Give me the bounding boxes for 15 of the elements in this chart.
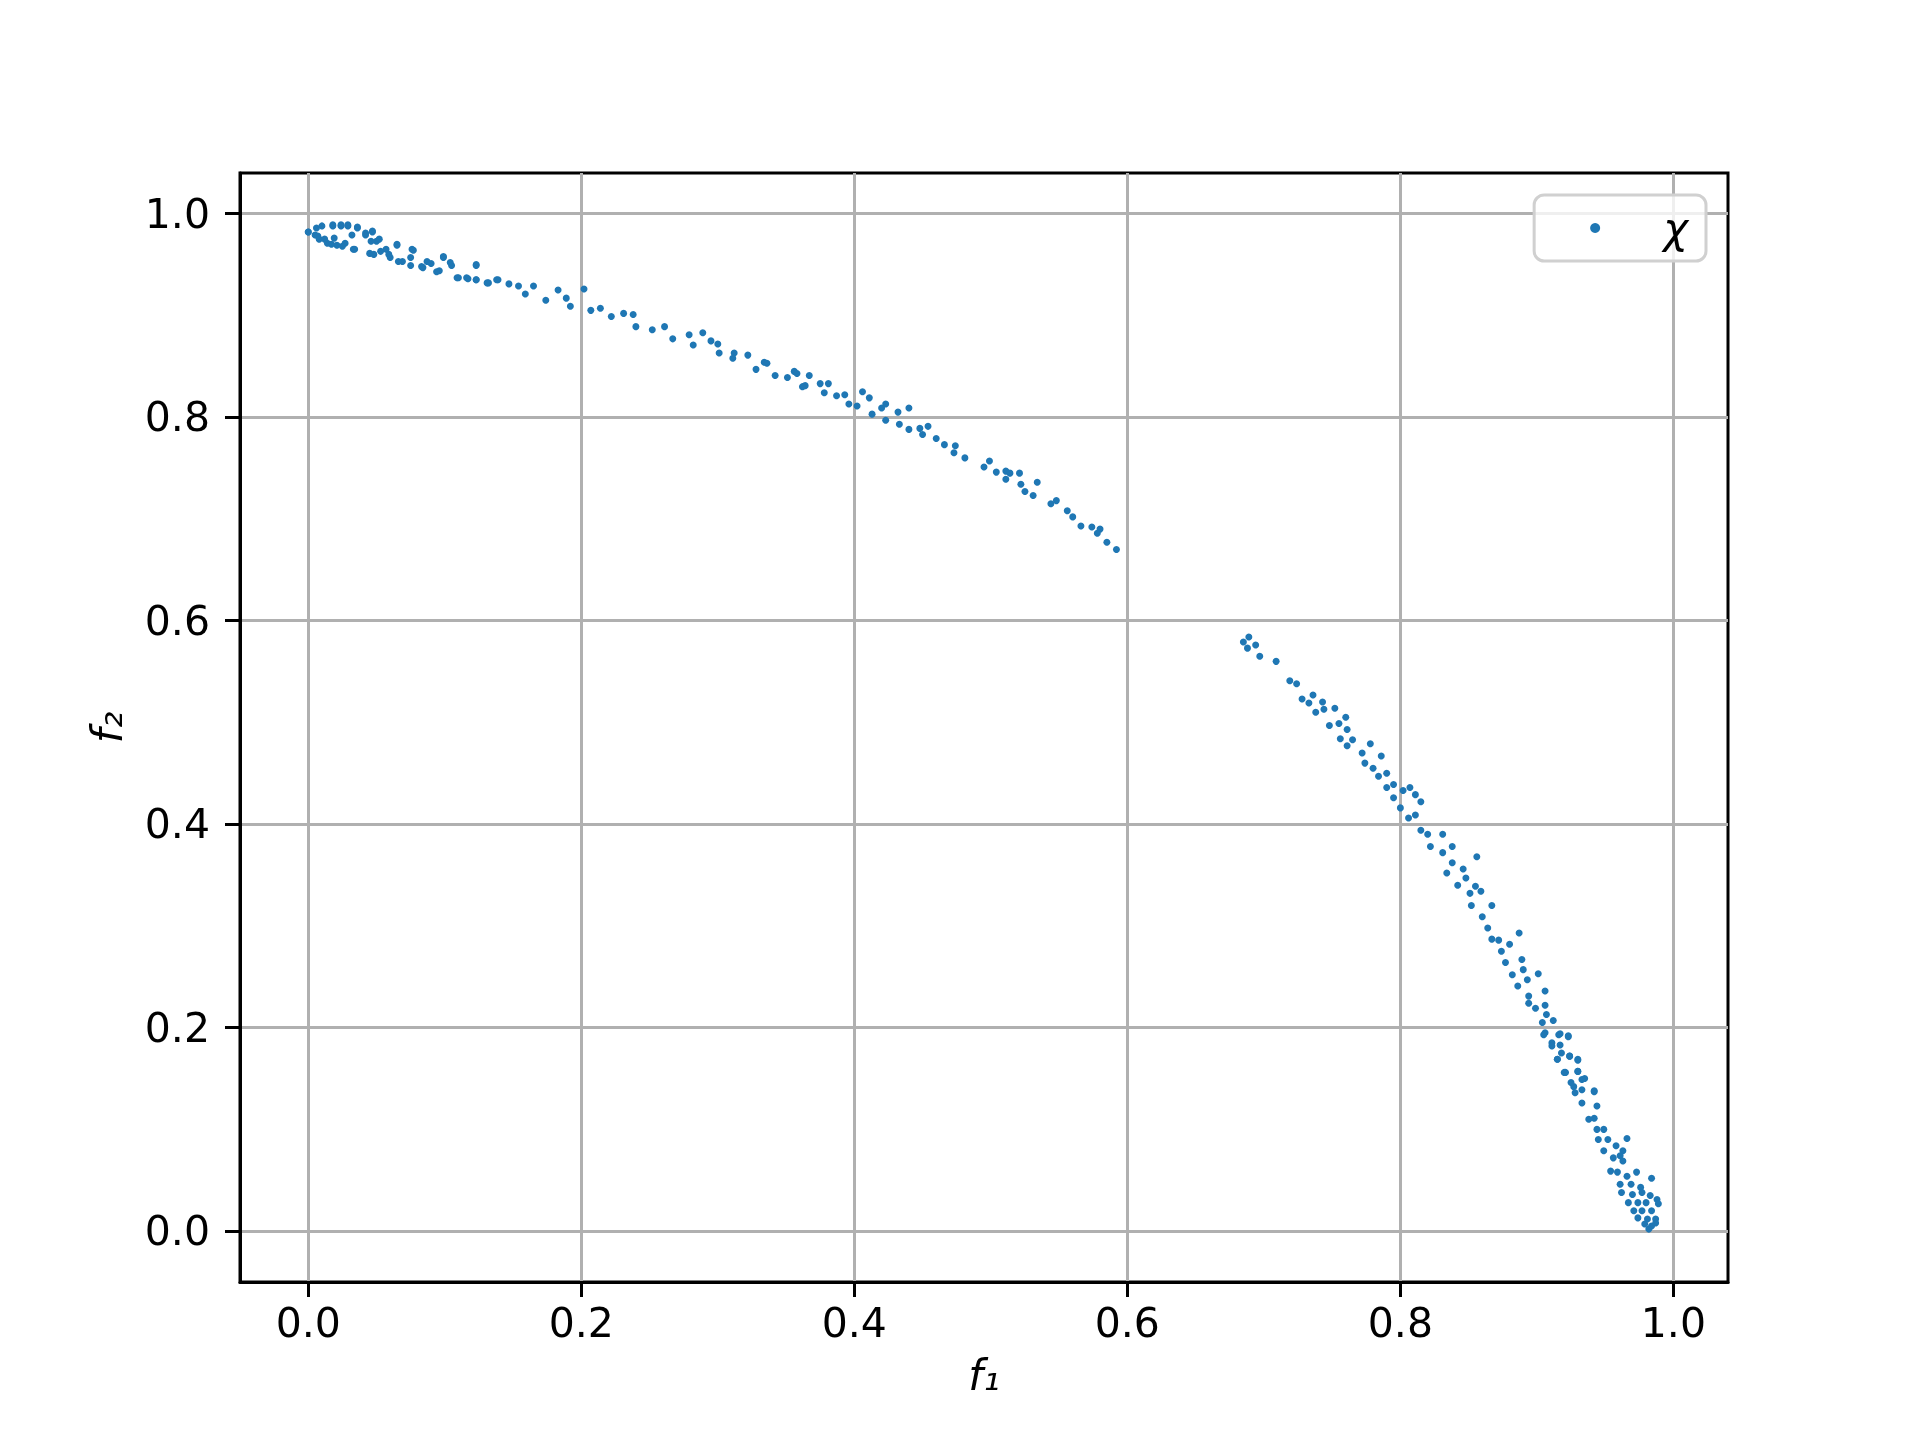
y-tick-label: 0.2 <box>144 1003 210 1052</box>
x-tick-label: 0.0 <box>275 1298 341 1347</box>
x-tick-label: 0.2 <box>548 1298 614 1347</box>
legend-label: χ <box>1661 203 1691 253</box>
x-tick-label: 1.0 <box>1640 1298 1706 1347</box>
y-tick-label: 1.0 <box>144 189 210 238</box>
y-axis-title: f₂ <box>82 711 132 744</box>
y-tick-label: 0.8 <box>144 393 210 442</box>
y-tick-label: 0.4 <box>144 800 210 849</box>
y-tick-label: 0.0 <box>144 1207 210 1256</box>
x-tick-label: 0.8 <box>1367 1298 1433 1347</box>
x-tick-label: 0.4 <box>821 1298 887 1347</box>
x-tick-label: 0.6 <box>1094 1298 1160 1347</box>
y-tick-label: 0.6 <box>144 596 210 645</box>
x-axis-title: f₁ <box>968 1350 1000 1400</box>
